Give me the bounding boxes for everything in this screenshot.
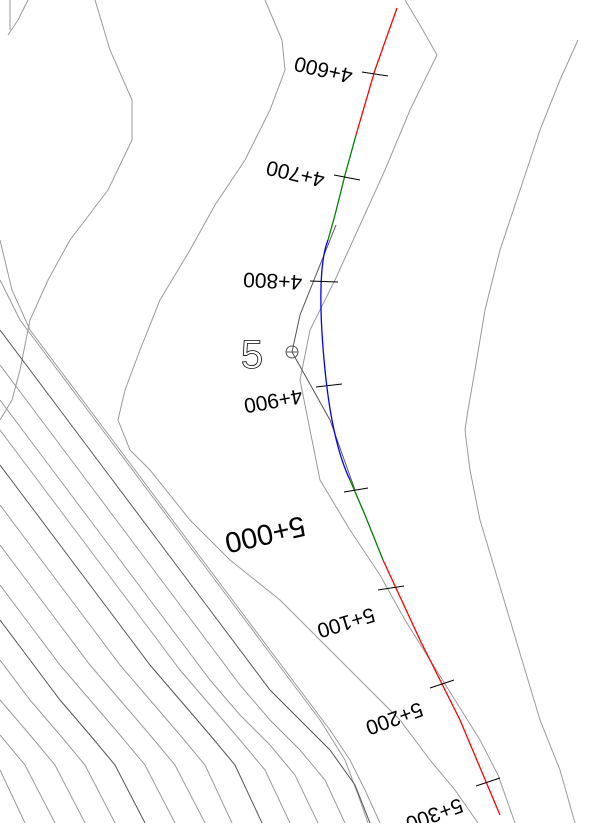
station-label: 4+900: [242, 384, 304, 417]
contour-line: [0, 769, 26, 824]
station-tick: [429, 679, 455, 689]
alignment: [291, 7, 501, 816]
alignment-circular-curve: [320, 239, 351, 481]
contour-line: [299, 0, 516, 824]
station-label: 5+000: [222, 509, 309, 559]
contour-line: [0, 699, 86, 824]
alignment-tangent-south: [382, 559, 501, 816]
contour-line: [0, 619, 146, 824]
station-labels: 4+600 4+700 4+800 4+900 5+000 5+100 5+20…: [222, 51, 466, 828]
pi-marker: 5: [240, 333, 299, 377]
alignment-tangent-north: [355, 7, 398, 136]
contour-line: [0, 279, 369, 824]
contour-line: [0, 584, 176, 824]
contour-line: [0, 0, 133, 421]
contour-line: [0, 364, 346, 824]
station-label: 4+800: [243, 267, 303, 293]
station-label: 5+100: [314, 603, 377, 642]
station-label: 4+700: [264, 155, 327, 191]
contour-line: [0, 239, 381, 824]
alignment-spiral-in: [327, 134, 357, 241]
contour-line: [0, 329, 371, 824]
station-label: 5+300: [403, 793, 466, 823]
pi-label: 5: [241, 333, 263, 377]
contour-line: [0, 399, 319, 824]
contour-line: [0, 544, 206, 824]
contour-line: [7, 0, 29, 36]
station-tick: [343, 487, 369, 493]
station-tick: [309, 280, 339, 283]
contour-line: [0, 429, 291, 824]
contour-line: [464, 39, 579, 824]
station-label: 5+200: [363, 697, 426, 739]
contour-line: [117, 0, 479, 824]
station-tick: [475, 777, 501, 787]
station-tick: [361, 71, 389, 77]
contour-line: [0, 659, 116, 824]
contour-line: [0, 734, 56, 824]
station-tick: [377, 585, 405, 591]
station-label: 4+600: [292, 51, 355, 87]
contour-lines: [0, 0, 579, 824]
station-ticks: [309, 71, 501, 787]
station-tick: [315, 383, 343, 388]
contour-line: [0, 504, 233, 824]
alignment-spiral-out: [349, 479, 384, 561]
contour-line: [0, 464, 263, 824]
station-tick: [333, 174, 361, 181]
